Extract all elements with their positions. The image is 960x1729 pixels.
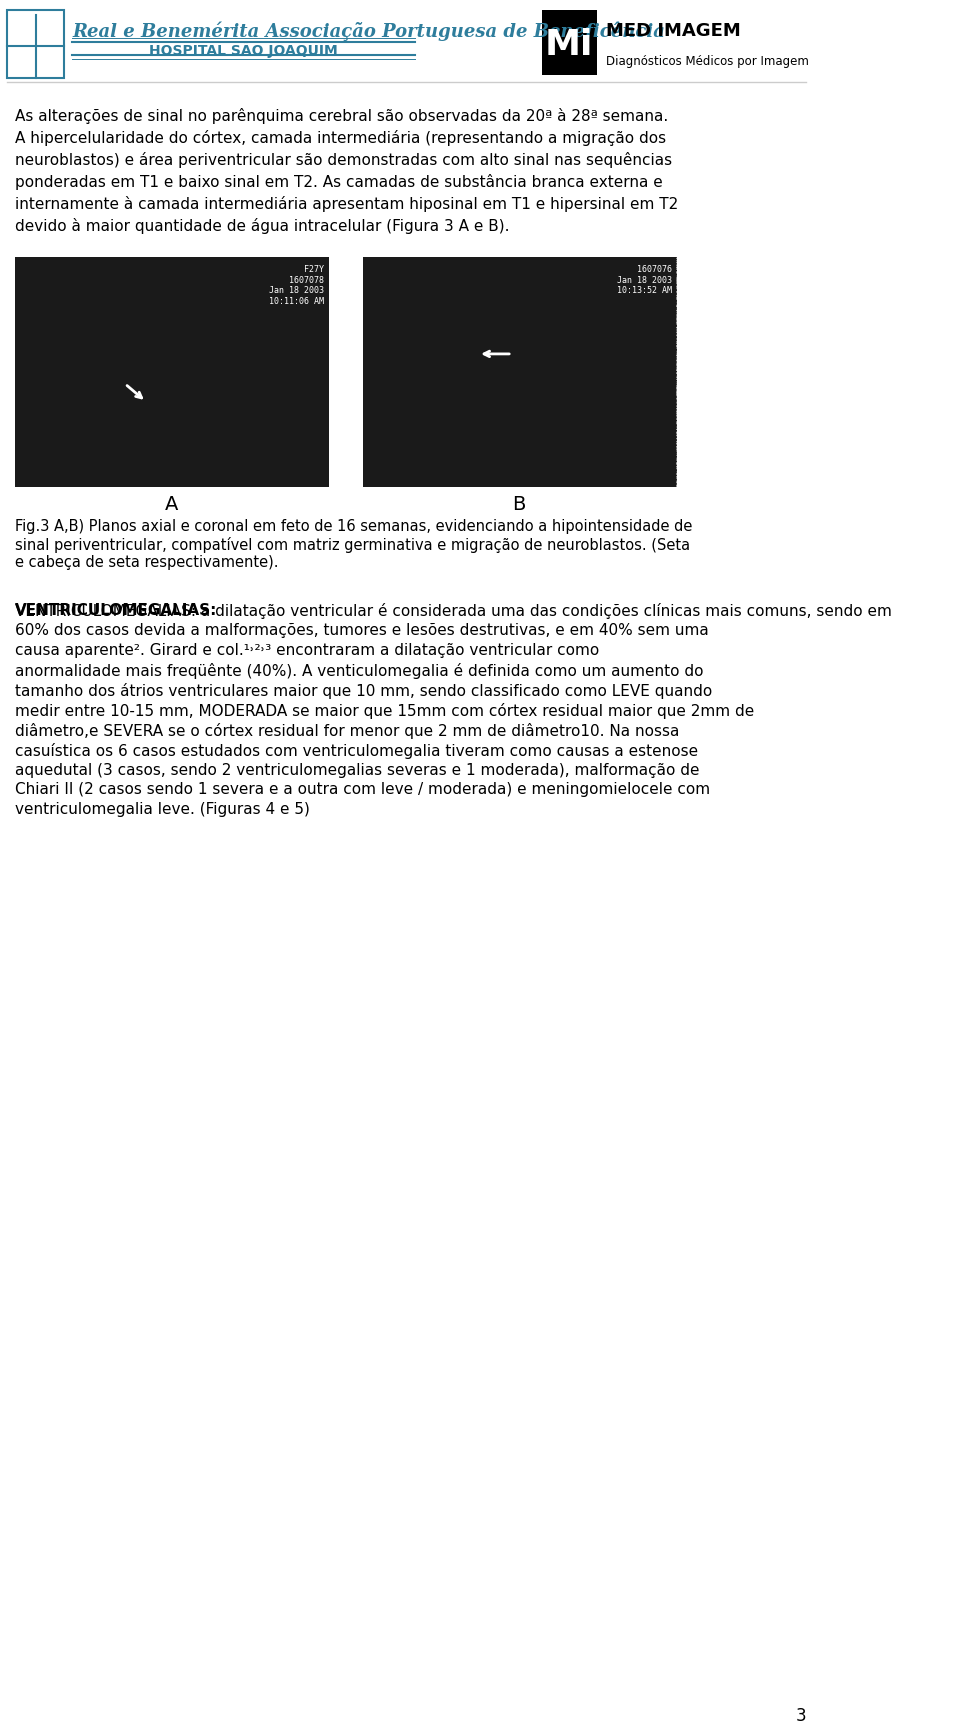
FancyBboxPatch shape xyxy=(363,258,676,488)
Text: casuística os 6 casos estudados com ventriculomegalia tiveram como causas a este: casuística os 6 casos estudados com vent… xyxy=(15,742,698,759)
Text: Real e Benemérita Associação Portuguesa de Beneficência: Real e Benemérita Associação Portuguesa … xyxy=(72,22,665,41)
Text: HOSPITAL SÃO JOAQUIM: HOSPITAL SÃO JOAQUIM xyxy=(149,41,338,57)
Text: VENTRICULOMEGALIAS:: VENTRICULOMEGALIAS: xyxy=(15,603,218,617)
Text: diâmetro,e SEVERA se o córtex residual for menor que 2 mm de diâmetro10. Na noss: diâmetro,e SEVERA se o córtex residual f… xyxy=(15,723,680,738)
Text: neuroblastos) e área periventricular são demonstradas com alto sinal nas sequênc: neuroblastos) e área periventricular são… xyxy=(15,152,672,168)
Text: MED IMAGEM: MED IMAGEM xyxy=(606,22,740,40)
Text: sinal periventricular, compatível com matriz germinativa e migração de neuroblas: sinal periventricular, compatível com ma… xyxy=(15,538,690,553)
Text: VENTRICULOMEGALIAS: a dilatação ventricular é considerada uma das condições clín: VENTRICULOMEGALIAS: a dilatação ventricu… xyxy=(15,603,892,619)
Text: A hipercelularidade do córtex, camada intermediária (representando a migração do: A hipercelularidade do córtex, camada in… xyxy=(15,130,666,145)
Text: medir entre 10-15 mm, MODERADA se maior que 15mm com córtex residual maior que 2: medir entre 10-15 mm, MODERADA se maior … xyxy=(15,702,755,719)
Text: As alterações de sinal no parênquima cerebral são observadas da 20ª à 28ª semana: As alterações de sinal no parênquima cer… xyxy=(15,107,668,124)
Text: F27Y
1607078
Jan 18 2003
10:11:06 AM: F27Y 1607078 Jan 18 2003 10:11:06 AM xyxy=(270,266,324,306)
Text: ventriculomegalia leve. (Figuras 4 e 5): ventriculomegalia leve. (Figuras 4 e 5) xyxy=(15,802,310,818)
Text: 1607076
Jan 18 2003
10:13:52 AM: 1607076 Jan 18 2003 10:13:52 AM xyxy=(616,266,672,296)
Text: internamente à camada intermediária apresentam hiposinal em T1 e hipersinal em T: internamente à camada intermediária apre… xyxy=(15,195,679,211)
Text: Chiari II (2 casos sendo 1 severa e a outra com leve / moderada) e meningomieloc: Chiari II (2 casos sendo 1 severa e a ou… xyxy=(15,783,710,797)
Text: e cabeça de seta respectivamente).: e cabeça de seta respectivamente). xyxy=(15,555,278,571)
Text: tamanho dos átrios ventriculares maior que 10 mm, sendo classificado como LEVE q: tamanho dos átrios ventriculares maior q… xyxy=(15,683,712,699)
Text: devido à maior quantidade de água intracelular (Figura 3 A e B).: devido à maior quantidade de água intrac… xyxy=(15,218,510,233)
Text: causa aparente². Girard e col.¹˒²˒³ encontraram a dilatação ventricular como: causa aparente². Girard e col.¹˒²˒³ enco… xyxy=(15,643,599,657)
FancyBboxPatch shape xyxy=(15,258,328,488)
Text: anormalidade mais freqüênte (40%). A venticulomegalia é definida como um aumento: anormalidade mais freqüênte (40%). A ven… xyxy=(15,662,704,679)
Text: Fig.3 A,B) Planos axial e coronal em feto de 16 semanas, evidenciando a hipointe: Fig.3 A,B) Planos axial e coronal em fet… xyxy=(15,519,692,534)
Text: Diagnósticos Médicos por Imagem: Diagnósticos Médicos por Imagem xyxy=(606,55,808,67)
Text: B: B xyxy=(513,494,526,514)
Text: aquedutal (3 casos, sendo 2 ventriculomegalias severas e 1 moderada), malformaçã: aquedutal (3 casos, sendo 2 ventriculome… xyxy=(15,762,700,778)
Text: ponderadas em T1 e baixo sinal em T2. As camadas de substância branca externa e: ponderadas em T1 e baixo sinal em T2. As… xyxy=(15,173,663,190)
Text: A: A xyxy=(165,494,179,514)
Text: 60% dos casos devida a malformações, tumores e lesões destrutivas, e em 40% sem : 60% dos casos devida a malformações, tum… xyxy=(15,622,709,638)
FancyBboxPatch shape xyxy=(542,10,597,74)
Text: Mi: Mi xyxy=(545,28,593,62)
Text: 3: 3 xyxy=(796,1707,806,1724)
